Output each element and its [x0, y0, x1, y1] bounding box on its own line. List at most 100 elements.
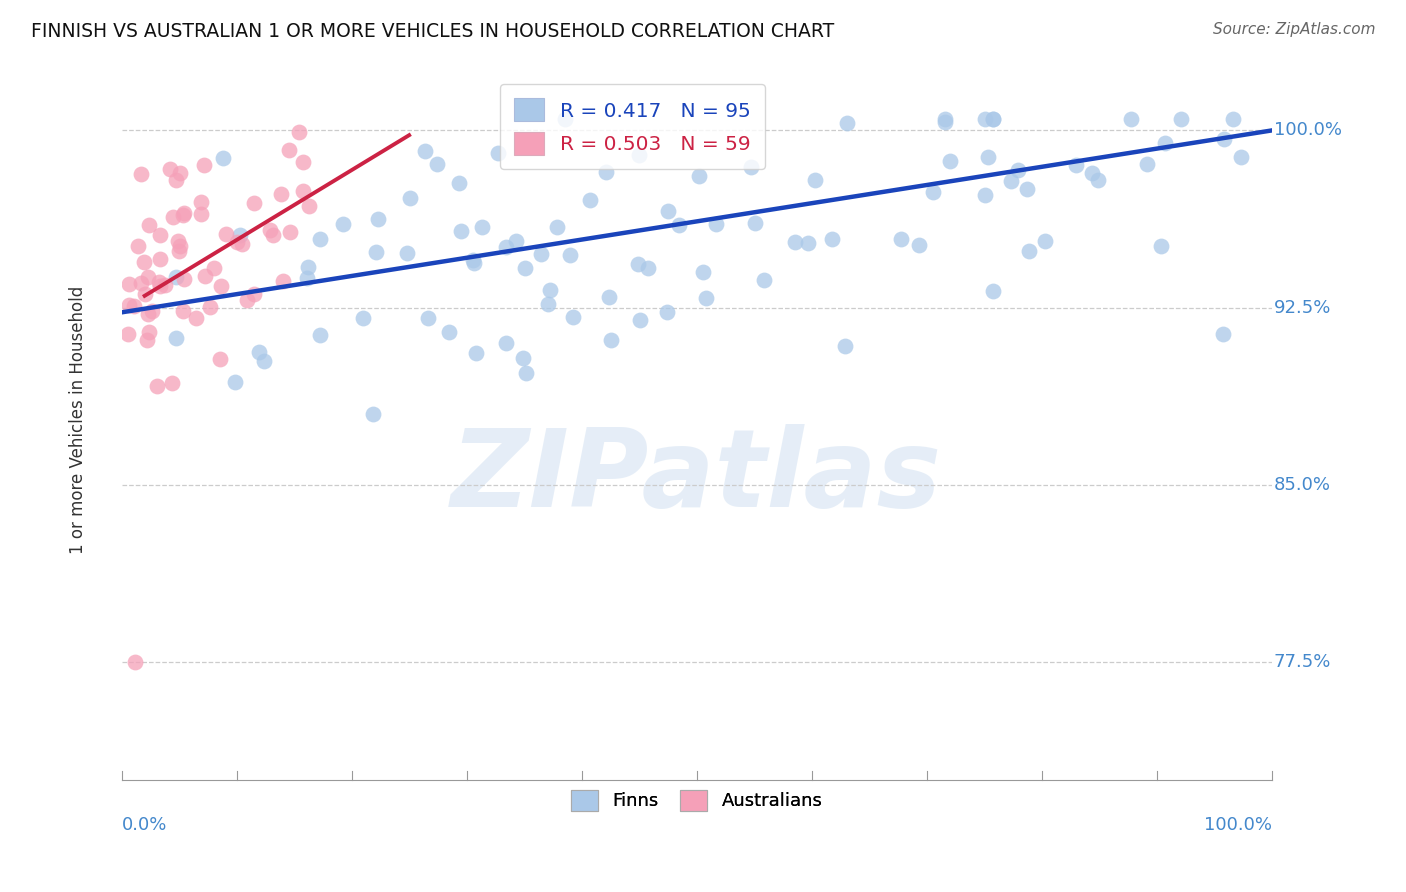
Point	[465, 345, 488, 359]
Point	[416, 311, 439, 326]
Point	[692, 265, 714, 279]
Point	[797, 235, 820, 250]
Point	[890, 232, 912, 246]
Point	[136, 333, 159, 347]
Point	[537, 297, 560, 311]
Point	[1154, 136, 1177, 150]
Point	[398, 191, 420, 205]
Point	[495, 240, 517, 254]
Point	[821, 232, 844, 246]
Point	[124, 655, 146, 669]
Point	[138, 218, 160, 232]
Point	[505, 234, 527, 248]
Point	[515, 366, 537, 380]
Point	[973, 112, 995, 126]
Text: 92.5%: 92.5%	[1274, 299, 1331, 317]
Point	[117, 327, 139, 342]
Point	[262, 227, 284, 242]
Text: ZIPatlas: ZIPatlas	[451, 425, 942, 531]
Point	[939, 154, 962, 169]
Point	[165, 270, 187, 285]
Point	[396, 245, 419, 260]
Point	[1119, 112, 1142, 126]
Point	[1035, 234, 1057, 248]
Point	[167, 234, 190, 248]
Point	[160, 376, 183, 391]
Point	[934, 115, 956, 129]
Point	[599, 333, 621, 347]
Point	[977, 150, 1000, 164]
Point	[744, 216, 766, 230]
Point	[447, 176, 470, 190]
Point	[437, 325, 460, 339]
Point	[165, 173, 187, 187]
Point	[278, 225, 301, 239]
Point	[136, 270, 159, 285]
Point	[834, 339, 856, 353]
Point	[1136, 157, 1159, 171]
Point	[229, 227, 252, 242]
Point	[118, 277, 141, 292]
Point	[579, 193, 602, 207]
Point	[332, 218, 354, 232]
Text: Source: ZipAtlas.com: Source: ZipAtlas.com	[1212, 22, 1375, 37]
Point	[165, 331, 187, 345]
Point	[934, 112, 956, 126]
Point	[558, 248, 581, 262]
Point	[471, 219, 494, 234]
Text: 100.0%: 100.0%	[1204, 816, 1271, 834]
Point	[538, 283, 561, 297]
Point	[1015, 182, 1038, 196]
Point	[461, 253, 484, 268]
Point	[450, 224, 472, 238]
Point	[295, 271, 318, 285]
Point	[173, 206, 195, 220]
Point	[1222, 112, 1244, 126]
Point	[628, 313, 651, 327]
Point	[169, 239, 191, 253]
Point	[193, 158, 215, 172]
Point	[153, 278, 176, 293]
Point	[627, 148, 650, 162]
Point	[1212, 326, 1234, 341]
Point	[148, 275, 170, 289]
Point	[413, 144, 436, 158]
Point	[202, 260, 225, 275]
Point	[173, 272, 195, 286]
Point	[271, 274, 294, 288]
Point	[167, 244, 190, 258]
Point	[803, 173, 825, 187]
Point	[740, 161, 762, 175]
Point	[253, 354, 276, 368]
Point	[298, 199, 321, 213]
Point	[297, 260, 319, 274]
Point	[835, 116, 858, 130]
Point	[367, 212, 389, 227]
Point	[194, 268, 217, 283]
Point	[1170, 112, 1192, 126]
Point	[495, 336, 517, 351]
Point	[127, 239, 149, 253]
Point	[122, 300, 145, 314]
Point	[209, 278, 232, 293]
Point	[695, 291, 717, 305]
Text: 0.0%: 0.0%	[122, 816, 167, 834]
Point	[657, 305, 679, 319]
Text: 85.0%: 85.0%	[1274, 475, 1331, 494]
Point	[212, 151, 235, 165]
Point	[1007, 163, 1029, 178]
Point	[1018, 244, 1040, 258]
Point	[752, 273, 775, 287]
Point	[149, 252, 172, 267]
Point	[1212, 132, 1234, 146]
Point	[309, 327, 332, 342]
Text: FINNISH VS AUSTRALIAN 1 OR MORE VEHICLES IN HOUSEHOLD CORRELATION CHART: FINNISH VS AUSTRALIAN 1 OR MORE VEHICLES…	[31, 22, 834, 41]
Point	[1000, 174, 1022, 188]
Point	[598, 290, 620, 304]
Point	[243, 286, 266, 301]
Point	[149, 279, 172, 293]
Point	[981, 112, 1004, 126]
Point	[129, 276, 152, 290]
Point	[138, 325, 160, 339]
Point	[184, 311, 207, 326]
